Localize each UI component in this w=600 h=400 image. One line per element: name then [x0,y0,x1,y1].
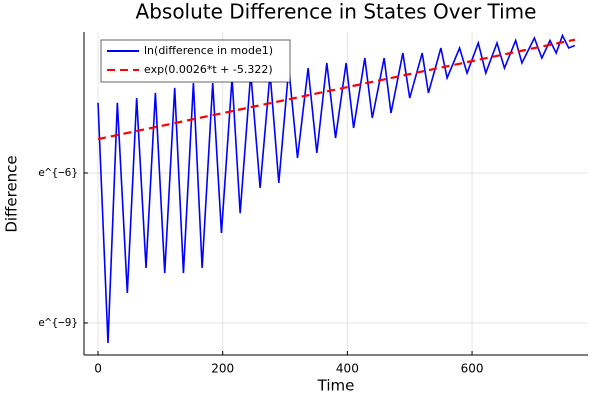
series-line [97,33,576,343]
legend-box [100,39,291,83]
x-axis-label: Time [317,377,355,395]
series-line [97,38,576,141]
x-tick-label: 200 [211,362,234,376]
y-tick-label: e^{−9} [38,316,78,329]
y-axis-label: Difference [3,155,21,232]
x-tick-label: 600 [461,362,484,376]
x-tick-label: 400 [336,362,359,376]
legend-label: exp(0.0026*t + -5.322) [144,63,273,76]
y-tick-label: e^{−6} [38,166,78,179]
legend-label: ln(difference in mode1) [144,44,273,57]
chart-title: Absolute Difference in States Over Time [136,0,537,24]
x-tick-label: 0 [94,362,102,376]
